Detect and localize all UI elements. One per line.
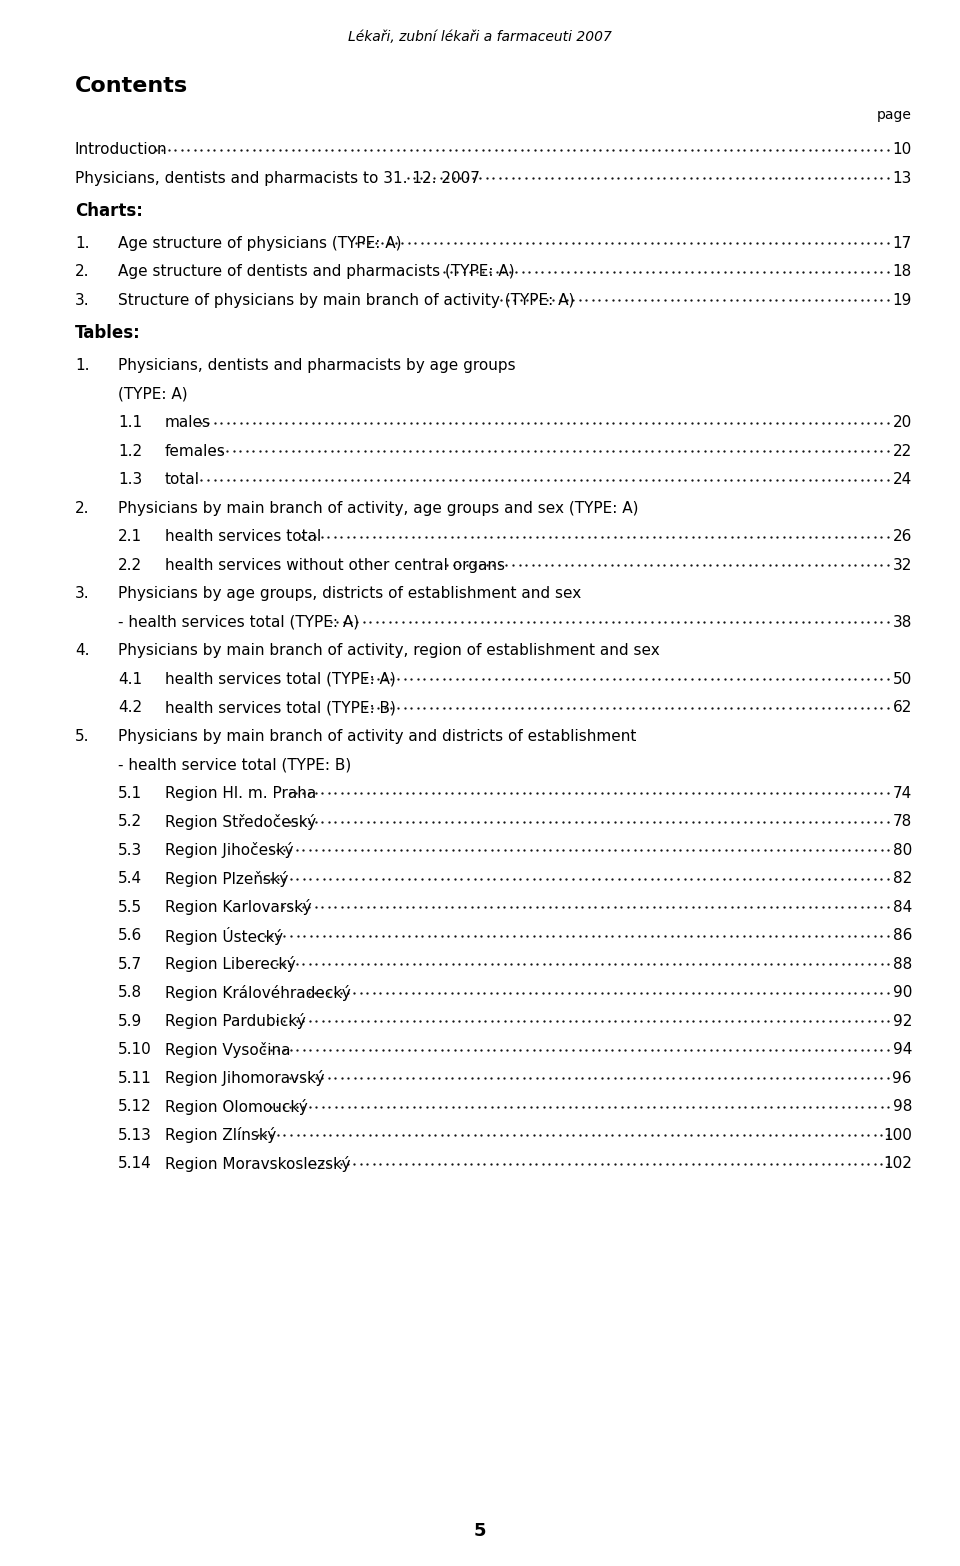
Text: Region Karlovarský: Region Karlovarský (165, 899, 312, 915)
Text: 98: 98 (893, 1099, 912, 1113)
Text: 5.10: 5.10 (118, 1041, 152, 1057)
Text: 84: 84 (893, 899, 912, 915)
Text: 32: 32 (893, 557, 912, 573)
Text: 5.8: 5.8 (118, 985, 142, 1001)
Text: 5.11: 5.11 (118, 1071, 152, 1085)
Text: 82: 82 (893, 871, 912, 886)
Text: Region Liberecký: Region Liberecký (165, 955, 296, 972)
Text: Tables:: Tables: (75, 324, 141, 341)
Text: Age structure of dentists and pharmacists (TYPE: A): Age structure of dentists and pharmacist… (118, 265, 515, 279)
Text: 5.7: 5.7 (118, 957, 142, 971)
Text: 5.12: 5.12 (118, 1099, 152, 1113)
Text: 86: 86 (893, 929, 912, 943)
Text: 4.1: 4.1 (118, 672, 142, 686)
Text: Introduction: Introduction (75, 143, 168, 158)
Text: 1.3: 1.3 (118, 471, 142, 487)
Text: females: females (165, 443, 226, 459)
Text: 13: 13 (893, 171, 912, 186)
Text: health services total: health services total (165, 529, 322, 543)
Text: 3.: 3. (75, 293, 89, 309)
Text: 22: 22 (893, 443, 912, 459)
Text: 5: 5 (473, 1522, 487, 1539)
Text: 102: 102 (883, 1156, 912, 1171)
Text: 24: 24 (893, 471, 912, 487)
Text: 62: 62 (893, 700, 912, 716)
Text: Region Moravskoslezský: Region Moravskoslezský (165, 1156, 350, 1171)
Text: 88: 88 (893, 957, 912, 971)
Text: 3.: 3. (75, 586, 89, 601)
Text: health services without other central organs: health services without other central or… (165, 557, 505, 573)
Text: 5.14: 5.14 (118, 1156, 152, 1171)
Text: Region Ústecký: Region Ústecký (165, 927, 283, 944)
Text: Structure of physicians by main branch of activity (TYPE: A): Structure of physicians by main branch o… (118, 293, 574, 309)
Text: 5.13: 5.13 (118, 1128, 152, 1143)
Text: Age structure of physicians (TYPE: A): Age structure of physicians (TYPE: A) (118, 236, 401, 251)
Text: 1.: 1. (75, 236, 89, 251)
Text: 2.: 2. (75, 265, 89, 279)
Text: 5.1: 5.1 (118, 786, 142, 800)
Text: Region Vysočina: Region Vysočina (165, 1041, 291, 1057)
Text: Region Zlínský: Region Zlínský (165, 1128, 276, 1143)
Text: total: total (165, 471, 200, 487)
Text: Region Hl. m. Praha: Region Hl. m. Praha (165, 786, 316, 800)
Text: Physicians by main branch of activity and districts of establishment: Physicians by main branch of activity an… (118, 728, 636, 744)
Text: 74: 74 (893, 786, 912, 800)
Text: - health services total (TYPE: A): - health services total (TYPE: A) (118, 614, 359, 630)
Text: Contents: Contents (75, 77, 188, 96)
Text: males: males (165, 415, 211, 431)
Text: Charts:: Charts: (75, 202, 143, 219)
Text: 92: 92 (893, 1013, 912, 1029)
Text: 80: 80 (893, 843, 912, 858)
Text: Physicians by main branch of activity, region of establishment and sex: Physicians by main branch of activity, r… (118, 644, 660, 658)
Text: 5.3: 5.3 (118, 843, 142, 858)
Text: 1.2: 1.2 (118, 443, 142, 459)
Text: health services total (TYPE: A): health services total (TYPE: A) (165, 672, 396, 686)
Text: 4.: 4. (75, 644, 89, 658)
Text: Region Královéhradecký: Region Královéhradecký (165, 985, 350, 1001)
Text: 10: 10 (893, 143, 912, 158)
Text: 20: 20 (893, 415, 912, 431)
Text: Region Jihočeský: Region Jihočeský (165, 843, 294, 858)
Text: 2.2: 2.2 (118, 557, 142, 573)
Text: Region Jihomoravský: Region Jihomoravský (165, 1070, 324, 1085)
Text: 94: 94 (893, 1041, 912, 1057)
Text: Region Olomoucký: Region Olomoucký (165, 1098, 308, 1115)
Text: 5.4: 5.4 (118, 871, 142, 886)
Text: 17: 17 (893, 236, 912, 251)
Text: 5.2: 5.2 (118, 814, 142, 828)
Text: page: page (877, 108, 912, 122)
Text: 2.1: 2.1 (118, 529, 142, 543)
Text: - health service total (TYPE: B): - health service total (TYPE: B) (118, 756, 351, 772)
Text: 5.6: 5.6 (118, 929, 142, 943)
Text: 38: 38 (893, 614, 912, 630)
Text: 90: 90 (893, 985, 912, 1001)
Text: 100: 100 (883, 1128, 912, 1143)
Text: 5.: 5. (75, 728, 89, 744)
Text: Physicians by age groups, districts of establishment and sex: Physicians by age groups, districts of e… (118, 586, 581, 601)
Text: 19: 19 (893, 293, 912, 309)
Text: 96: 96 (893, 1071, 912, 1085)
Text: Region Středočeský: Region Středočeský (165, 813, 316, 830)
Text: 2.: 2. (75, 501, 89, 515)
Text: 26: 26 (893, 529, 912, 543)
Text: 4.2: 4.2 (118, 700, 142, 716)
Text: Region Plzeňský: Region Plzeňský (165, 871, 288, 886)
Text: 18: 18 (893, 265, 912, 279)
Text: Physicians, dentists and pharmacists by age groups: Physicians, dentists and pharmacists by … (118, 359, 516, 373)
Text: 5.9: 5.9 (118, 1013, 142, 1029)
Text: 50: 50 (893, 672, 912, 686)
Text: 5.5: 5.5 (118, 899, 142, 915)
Text: (TYPE: A): (TYPE: A) (118, 387, 187, 401)
Text: Physicians, dentists and pharmacists to 31. 12. 2007: Physicians, dentists and pharmacists to … (75, 171, 480, 186)
Text: Physicians by main branch of activity, age groups and sex (TYPE: A): Physicians by main branch of activity, a… (118, 501, 638, 515)
Text: 1.: 1. (75, 359, 89, 373)
Text: Region Pardubický: Region Pardubický (165, 1013, 305, 1029)
Text: 78: 78 (893, 814, 912, 828)
Text: Lékaři, zubní lékaři a farmaceuti 2007: Lékaři, zubní lékaři a farmaceuti 2007 (348, 30, 612, 44)
Text: health services total (TYPE: B): health services total (TYPE: B) (165, 700, 396, 716)
Text: 1.1: 1.1 (118, 415, 142, 431)
